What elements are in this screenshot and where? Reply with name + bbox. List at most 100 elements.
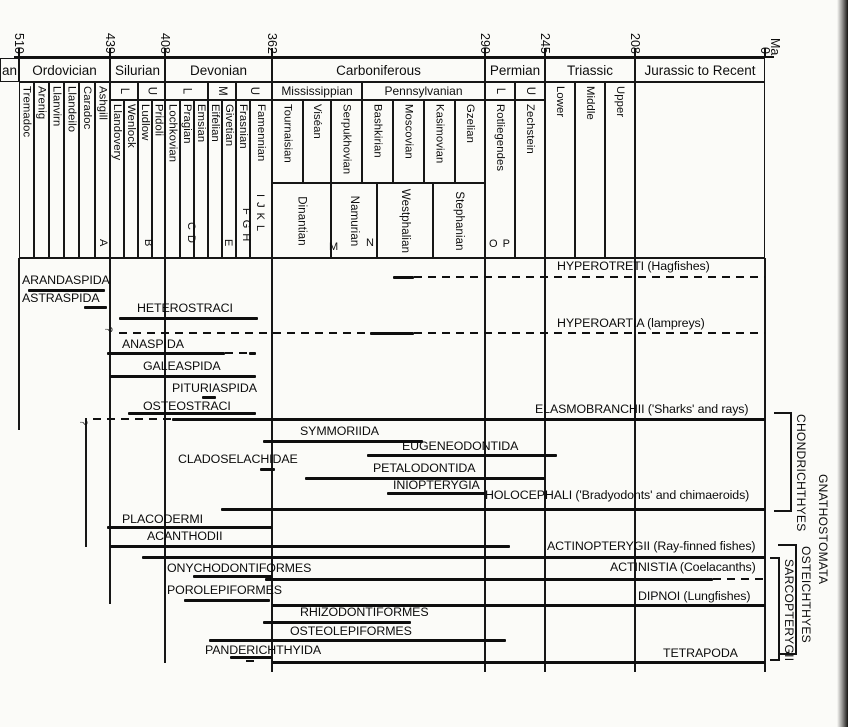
epoch-cell-label: U bbox=[145, 86, 158, 96]
taxon-range-dashed bbox=[713, 577, 765, 581]
taxon-label: ACTINOPTERYGII (Ray-finned fishes) bbox=[547, 539, 756, 553]
taxon-range-solid bbox=[272, 660, 765, 664]
stage-key-letter: C D bbox=[185, 222, 197, 247]
taxon-label: PITURIASPIDA bbox=[172, 381, 257, 395]
time-boundary-gridline bbox=[85, 418, 87, 547]
stage-key-letter-text: I J K L bbox=[254, 194, 266, 233]
stage-cell: Ashgill bbox=[95, 82, 110, 258]
age-tick bbox=[271, 48, 273, 56]
stage-cell-label: Pragian bbox=[181, 104, 193, 144]
stage-key-letter: B bbox=[142, 238, 154, 250]
taxon-label: EUGENEODONTIDA bbox=[402, 439, 519, 453]
age-tick-label: 290 bbox=[477, 6, 493, 54]
epoch-cell-label: L bbox=[118, 87, 130, 95]
epoch-cell: L bbox=[485, 82, 515, 100]
stage-key-letter: N bbox=[366, 237, 375, 249]
stage-key-letter: I J K L bbox=[254, 194, 266, 235]
stage-key-letter-text: A bbox=[97, 238, 109, 247]
time-boundary-gridline bbox=[109, 258, 111, 604]
age-tick-text: 408 bbox=[158, 33, 172, 54]
taxon-range-solid bbox=[369, 331, 414, 335]
taxon-label: INIOPTERYGIA bbox=[393, 478, 480, 492]
stage-cell-label: Zechstein bbox=[524, 104, 536, 154]
age-tick-text: 510 bbox=[12, 33, 26, 54]
header-bottom-line bbox=[19, 257, 765, 259]
clade-group-label: GNATHOSTOMATA bbox=[816, 474, 830, 587]
taxon-label: HETEROSTRACI bbox=[137, 301, 233, 315]
taxon-range-solid bbox=[127, 411, 256, 415]
stage-cell-label: Bashkirian bbox=[371, 104, 384, 158]
period-cell: Carboniferous bbox=[272, 58, 485, 82]
stage-cell-label: Viséan bbox=[311, 104, 323, 139]
epoch-cell: L bbox=[110, 82, 138, 100]
stage-cell-label: Ashgill bbox=[96, 86, 109, 120]
age-tick-label: 439 bbox=[102, 6, 118, 54]
stage-cell-label: Emsian bbox=[195, 104, 207, 143]
epoch-cell: U bbox=[515, 82, 545, 100]
taxon-range-solid bbox=[220, 507, 765, 511]
stage-cell-label: Kasimovian bbox=[433, 104, 446, 164]
taxon-label: SYMMORIIDA bbox=[300, 424, 379, 438]
taxon-range-solid bbox=[262, 439, 423, 443]
age-tick-label: 510 bbox=[11, 6, 27, 54]
stage-cell-label: Llandovery bbox=[111, 104, 123, 161]
period-cell-label: an bbox=[1, 62, 18, 78]
sarcopterygii-bracket-bottom-stub bbox=[770, 659, 780, 662]
stage-cell-label: Arenig bbox=[35, 86, 48, 120]
period-cell-label: Devonian bbox=[189, 62, 248, 78]
time-boundary-gridline bbox=[484, 258, 486, 672]
epoch-cell: M bbox=[208, 82, 236, 100]
taxon-label: RHIZODONTIFORMES bbox=[300, 605, 429, 619]
stage-cell: Ludlow bbox=[138, 100, 152, 258]
clade-group-label-text: CHONDRICHTHYES bbox=[794, 414, 808, 532]
epoch-cell-label: U bbox=[524, 86, 536, 96]
taxon-label: OSTEOLEPIFORMES bbox=[290, 624, 412, 638]
stage-cell-label: Tournaisian bbox=[281, 104, 294, 163]
taxon-range-solid bbox=[107, 525, 272, 529]
stage-cell-label: Frasnian bbox=[237, 104, 249, 149]
stage-cell-label: Serpukhovian bbox=[340, 104, 353, 175]
epoch-cell-label: L bbox=[494, 87, 506, 95]
epoch-cell: U bbox=[236, 82, 272, 100]
stage-cell-label: Tremadoc bbox=[20, 86, 33, 138]
period-cell: an bbox=[0, 58, 19, 82]
stage-cell-label: Pridoli bbox=[152, 104, 165, 137]
period-cell-label: Triassic bbox=[567, 62, 613, 78]
stage-key-letter-text: C D bbox=[185, 222, 197, 244]
chondrichthyes-bracket bbox=[790, 412, 793, 512]
stage-key-letter-text: M bbox=[329, 241, 340, 253]
age-tick-label: 408 bbox=[157, 6, 173, 54]
stage-cell: Llandeilo bbox=[64, 82, 79, 258]
stage-cell: Tournaisian bbox=[272, 100, 303, 183]
taxon-range-solid bbox=[272, 603, 765, 607]
stage-cell-label: Wenlock bbox=[125, 104, 137, 148]
epoch-cell-label: L bbox=[180, 87, 193, 95]
taxon-label: ELASMOBRANCHII ('Sharks' and rays) bbox=[535, 402, 749, 416]
age-tick-label: 0 bbox=[757, 6, 773, 54]
taxon-range-solid bbox=[265, 577, 714, 581]
stage-cell-label: Llandeilo bbox=[65, 86, 78, 133]
stage-key-letter-text: N bbox=[366, 237, 375, 249]
epoch-cell-label: U bbox=[248, 86, 260, 96]
taxon-range-solid bbox=[230, 655, 272, 659]
taxon-range-solid bbox=[393, 275, 414, 279]
taxon-range-dashed bbox=[414, 331, 765, 335]
stage-cell: Rotliegendes bbox=[485, 100, 515, 258]
period-cell: Triassic bbox=[545, 58, 635, 82]
stage-cell-label: Ludlow bbox=[139, 104, 151, 141]
stage-cell: Eifelian bbox=[208, 100, 222, 258]
age-tick bbox=[109, 48, 111, 56]
clade-group-label-text: OSTEICHTHYES bbox=[799, 546, 813, 643]
time-boundary-gridline bbox=[164, 258, 166, 663]
taxon-label: ACTINISTIA (Coelacanths) bbox=[610, 560, 756, 574]
stage-cell: Llandovery bbox=[110, 100, 124, 258]
clade-group-label-text: GNATHOSTOMATA bbox=[816, 474, 830, 585]
taxon-range-solid bbox=[118, 316, 259, 320]
age-tick bbox=[544, 48, 546, 56]
stage-cell: Serpukhovian bbox=[331, 100, 362, 183]
age-tick bbox=[164, 48, 166, 56]
period-cell-label: Permian bbox=[489, 62, 541, 78]
stage-cell-label: Moscovian bbox=[402, 104, 415, 159]
age-tick-text: 245 bbox=[538, 33, 552, 54]
